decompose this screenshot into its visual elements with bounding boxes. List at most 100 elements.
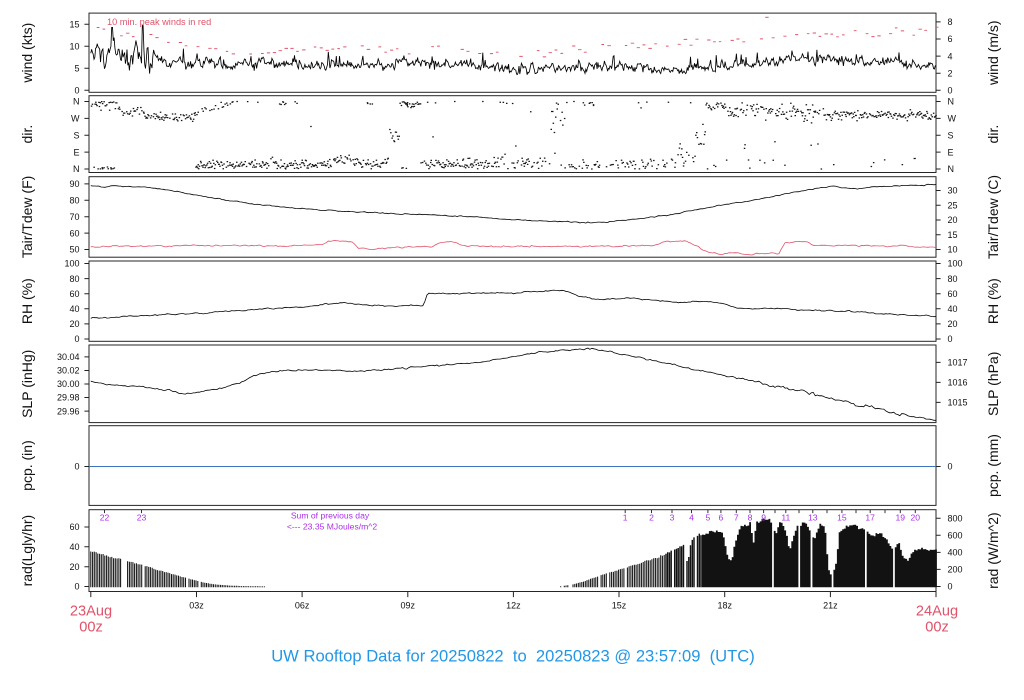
svg-text:rad(Lgly/hr): rad(Lgly/hr) [19, 515, 35, 587]
svg-text:7: 7 [734, 512, 739, 522]
svg-text:W: W [948, 114, 957, 124]
svg-text:<--- 23.35 MJoules/m^2: <--- 23.35 MJoules/m^2 [287, 522, 377, 532]
svg-text:S: S [948, 130, 954, 140]
svg-text:40: 40 [948, 304, 958, 314]
svg-text:50: 50 [69, 245, 79, 255]
svg-text:9: 9 [761, 512, 766, 522]
svg-text:15: 15 [948, 230, 958, 240]
svg-text:12z: 12z [506, 600, 521, 610]
svg-text:4: 4 [948, 51, 953, 61]
svg-text:60: 60 [69, 289, 79, 299]
svg-text:0: 0 [948, 334, 953, 344]
svg-text:90: 90 [69, 179, 79, 189]
svg-text:0: 0 [74, 582, 79, 592]
svg-text:30.00: 30.00 [57, 379, 80, 389]
svg-text:80: 80 [69, 274, 79, 284]
svg-text:200: 200 [948, 565, 963, 575]
svg-text:17: 17 [865, 512, 875, 522]
svg-text:rad (W/m^2): rad (W/m^2) [985, 512, 1001, 589]
svg-text:E: E [73, 147, 79, 157]
svg-text:40: 40 [69, 304, 79, 314]
svg-text:0: 0 [74, 334, 79, 344]
svg-text:8: 8 [748, 512, 753, 522]
svg-text:1017: 1017 [948, 358, 968, 368]
svg-text:4: 4 [689, 512, 694, 522]
svg-text:10 min. peak winds in red: 10 min. peak winds in red [107, 17, 211, 27]
svg-text:18z: 18z [717, 600, 732, 610]
svg-text:1016: 1016 [948, 378, 968, 388]
svg-text:06z: 06z [295, 600, 310, 610]
svg-text:60: 60 [69, 522, 79, 532]
svg-text:00z: 00z [925, 619, 949, 635]
svg-text:6: 6 [948, 34, 953, 44]
svg-text:N: N [73, 97, 80, 107]
svg-text:3: 3 [670, 512, 675, 522]
svg-text:19: 19 [896, 512, 906, 522]
svg-text:400: 400 [948, 548, 963, 558]
svg-text:15: 15 [837, 512, 847, 522]
svg-text:800: 800 [948, 514, 963, 524]
svg-text:09z: 09z [401, 600, 416, 610]
svg-text:8: 8 [948, 17, 953, 27]
svg-text:dir.: dir. [985, 125, 1001, 144]
svg-text:5: 5 [706, 512, 711, 522]
svg-text:23: 23 [137, 512, 147, 522]
svg-text:dir.: dir. [19, 125, 35, 144]
svg-text:5: 5 [74, 64, 79, 74]
svg-text:13: 13 [808, 512, 818, 522]
svg-text:100: 100 [948, 259, 963, 269]
svg-text:0: 0 [948, 462, 953, 472]
svg-text:SLP (inHg): SLP (inHg) [19, 350, 35, 418]
svg-text:Tair/Tdew (C): Tair/Tdew (C) [985, 175, 1001, 259]
svg-text:60: 60 [948, 289, 958, 299]
svg-text:30: 30 [948, 186, 958, 196]
svg-text:0: 0 [74, 86, 79, 96]
svg-text:11: 11 [781, 512, 790, 522]
svg-text:20: 20 [69, 319, 79, 329]
svg-text:wind (m/s): wind (m/s) [985, 20, 1001, 86]
svg-text:N: N [948, 97, 955, 107]
svg-text:6: 6 [719, 512, 724, 522]
svg-text:N: N [948, 164, 955, 174]
svg-text:30.04: 30.04 [57, 352, 80, 362]
svg-text:29.96: 29.96 [57, 406, 80, 416]
svg-text:80: 80 [948, 274, 958, 284]
svg-text:40: 40 [69, 542, 79, 552]
svg-text:RH (%): RH (%) [985, 278, 1001, 324]
svg-text:0: 0 [948, 86, 953, 96]
svg-text:pcp. (in): pcp. (in) [19, 440, 35, 491]
svg-text:22: 22 [100, 512, 110, 522]
svg-text:UW Rooftop Data for 20250822: UW Rooftop Data for 20250822 to 20250823… [271, 647, 755, 666]
svg-text:Tair/Tdew (F): Tair/Tdew (F) [19, 176, 35, 258]
svg-text:2: 2 [649, 512, 654, 522]
svg-text:00z: 00z [79, 619, 103, 635]
svg-text:W: W [71, 114, 80, 124]
svg-text:100: 100 [64, 259, 79, 269]
svg-text:RH (%): RH (%) [19, 278, 35, 324]
svg-text:70: 70 [69, 212, 79, 222]
svg-text:03z: 03z [189, 600, 204, 610]
svg-text:25: 25 [948, 200, 958, 210]
svg-text:600: 600 [948, 531, 963, 541]
svg-text:0: 0 [74, 462, 79, 472]
svg-text:20: 20 [69, 562, 79, 572]
svg-text:23Aug: 23Aug [70, 604, 112, 620]
svg-text:80: 80 [69, 196, 79, 206]
svg-text:29.98: 29.98 [57, 393, 80, 403]
svg-text:20: 20 [948, 215, 958, 225]
svg-text:S: S [73, 130, 79, 140]
svg-text:N: N [73, 164, 80, 174]
svg-text:0: 0 [948, 582, 953, 592]
svg-text:Sum of previous day: Sum of previous day [291, 511, 370, 521]
svg-text:15: 15 [69, 20, 79, 30]
svg-text:1: 1 [623, 512, 628, 522]
svg-text:E: E [948, 147, 954, 157]
svg-text:wind (kts): wind (kts) [19, 23, 35, 84]
svg-text:2: 2 [948, 68, 953, 78]
svg-text:SLP (hPa): SLP (hPa) [985, 352, 1001, 416]
svg-text:24Aug: 24Aug [916, 604, 958, 620]
svg-text:15z: 15z [612, 600, 627, 610]
svg-text:pcp. (mm): pcp. (mm) [985, 434, 1001, 497]
svg-text:10: 10 [948, 245, 958, 255]
svg-text:1015: 1015 [948, 398, 968, 408]
